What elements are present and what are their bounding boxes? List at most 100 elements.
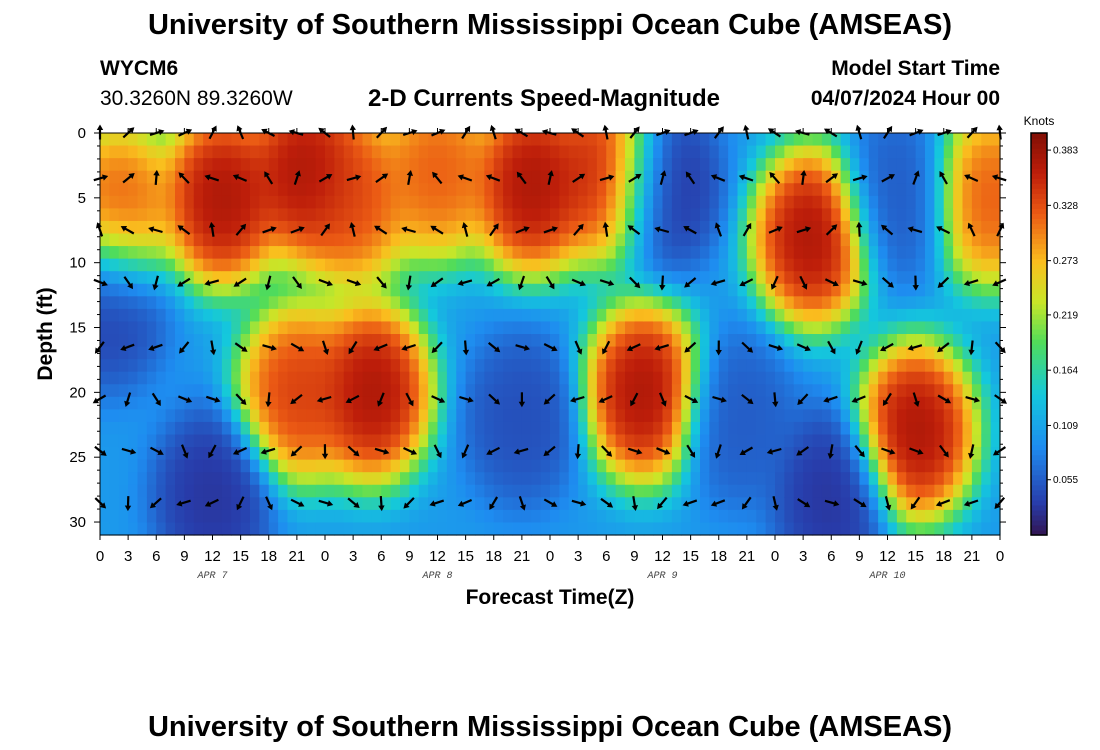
heatmap-cell	[625, 283, 635, 297]
heatmap-cell	[775, 158, 785, 172]
heatmap-cell	[981, 434, 992, 448]
heatmap-cell	[662, 346, 673, 360]
heatmap-cell	[446, 384, 457, 398]
heatmap-cell	[690, 447, 701, 461]
heatmap-cell	[212, 183, 223, 197]
heatmap-cell	[962, 145, 973, 159]
heatmap-cell	[578, 447, 589, 461]
heatmap-cell	[671, 170, 682, 184]
heatmap-cell	[821, 145, 832, 159]
heatmap-cell	[118, 497, 129, 511]
heatmap-cell	[990, 421, 1001, 436]
heatmap-cell	[643, 133, 654, 147]
vector-head	[486, 280, 493, 287]
heatmap-cell	[775, 522, 785, 536]
heatmap-cell	[784, 434, 795, 448]
heatmap-cell	[606, 133, 617, 147]
current-vector	[659, 275, 666, 291]
heatmap-cell	[981, 384, 992, 398]
colorbar-cell	[1031, 404, 1047, 410]
heatmap-cell	[212, 258, 223, 272]
heatmap-cell	[934, 321, 945, 335]
heatmap-cell	[250, 158, 260, 172]
heatmap-cell	[943, 145, 954, 159]
heatmap-cell	[784, 421, 795, 436]
vector-head	[354, 280, 362, 287]
vector-head	[745, 222, 752, 230]
heatmap-cell	[953, 283, 964, 297]
heatmap-cell	[212, 421, 223, 436]
heatmap-cell	[728, 183, 739, 197]
heatmap-cell	[728, 484, 739, 498]
heatmap-cell	[418, 195, 429, 209]
heatmap-cell	[400, 472, 410, 486]
heatmap-cell	[737, 434, 748, 448]
heatmap-cell	[943, 170, 954, 184]
heatmap-cell	[165, 208, 176, 222]
heatmap-cell	[531, 447, 542, 461]
current-vector	[124, 392, 132, 407]
vector-head	[886, 125, 893, 133]
heatmap-cell	[512, 321, 523, 335]
vector-head	[236, 503, 243, 511]
heatmap-cell	[100, 522, 110, 536]
heatmap-cell	[353, 459, 364, 473]
heatmap-cell	[925, 359, 935, 373]
heatmap-cell	[465, 283, 476, 297]
heatmap-cell	[259, 283, 270, 297]
vector-head	[746, 346, 754, 353]
heatmap-cell	[325, 145, 335, 159]
heatmap-cell	[250, 233, 260, 247]
vector-head	[321, 453, 329, 460]
heatmap-cell	[746, 359, 757, 373]
heatmap-cell	[859, 421, 870, 436]
heatmap-cell	[287, 409, 298, 423]
vector-head	[261, 128, 268, 135]
heatmap-cell	[437, 258, 448, 272]
heatmap-cell	[493, 484, 504, 498]
heatmap-cell	[812, 308, 823, 323]
heatmap-cell	[240, 321, 251, 335]
heatmap-cell	[418, 170, 429, 184]
heatmap-cell	[381, 396, 392, 410]
heatmap-cell	[559, 334, 570, 348]
vector-head	[264, 171, 270, 178]
vector-head	[353, 450, 360, 457]
heatmap-cell	[653, 195, 664, 209]
heatmap-cell	[353, 233, 364, 247]
vector-head	[345, 397, 352, 404]
heatmap-cell	[287, 183, 298, 197]
heatmap-cell	[428, 321, 439, 335]
heatmap-cell	[540, 145, 551, 159]
current-vector	[684, 277, 697, 288]
heatmap-cell	[240, 220, 251, 235]
heatmap-cell	[418, 509, 429, 524]
heatmap-cell	[165, 472, 176, 486]
vector-head	[383, 448, 390, 455]
heatmap-cell	[868, 334, 879, 348]
heatmap-cell	[240, 170, 251, 184]
heatmap-cell	[465, 359, 476, 373]
heatmap-cell	[587, 472, 598, 486]
heatmap-cell	[793, 334, 804, 348]
heatmap-cell	[896, 384, 907, 398]
heatmap-cell	[446, 283, 457, 297]
heatmap-cell	[118, 359, 129, 373]
heatmap-cell	[578, 145, 589, 159]
heatmap-cell	[606, 183, 617, 197]
heatmap-cell	[831, 359, 842, 373]
heatmap-cell	[175, 246, 185, 260]
heatmap-cell	[250, 384, 260, 398]
heatmap-cell	[193, 283, 204, 297]
heatmap-cell	[259, 308, 270, 323]
heatmap-cell	[859, 283, 870, 297]
heatmap-cell	[559, 421, 570, 436]
heatmap-cell	[334, 271, 345, 285]
heatmap-cell	[793, 220, 804, 235]
heatmap-cell	[390, 472, 401, 486]
heatmap-cell	[296, 271, 307, 285]
vector-head	[92, 397, 99, 404]
colorbar-tick-label: 0.273	[1053, 256, 1078, 267]
heatmap-cell	[334, 145, 345, 159]
vector-head	[208, 451, 214, 459]
